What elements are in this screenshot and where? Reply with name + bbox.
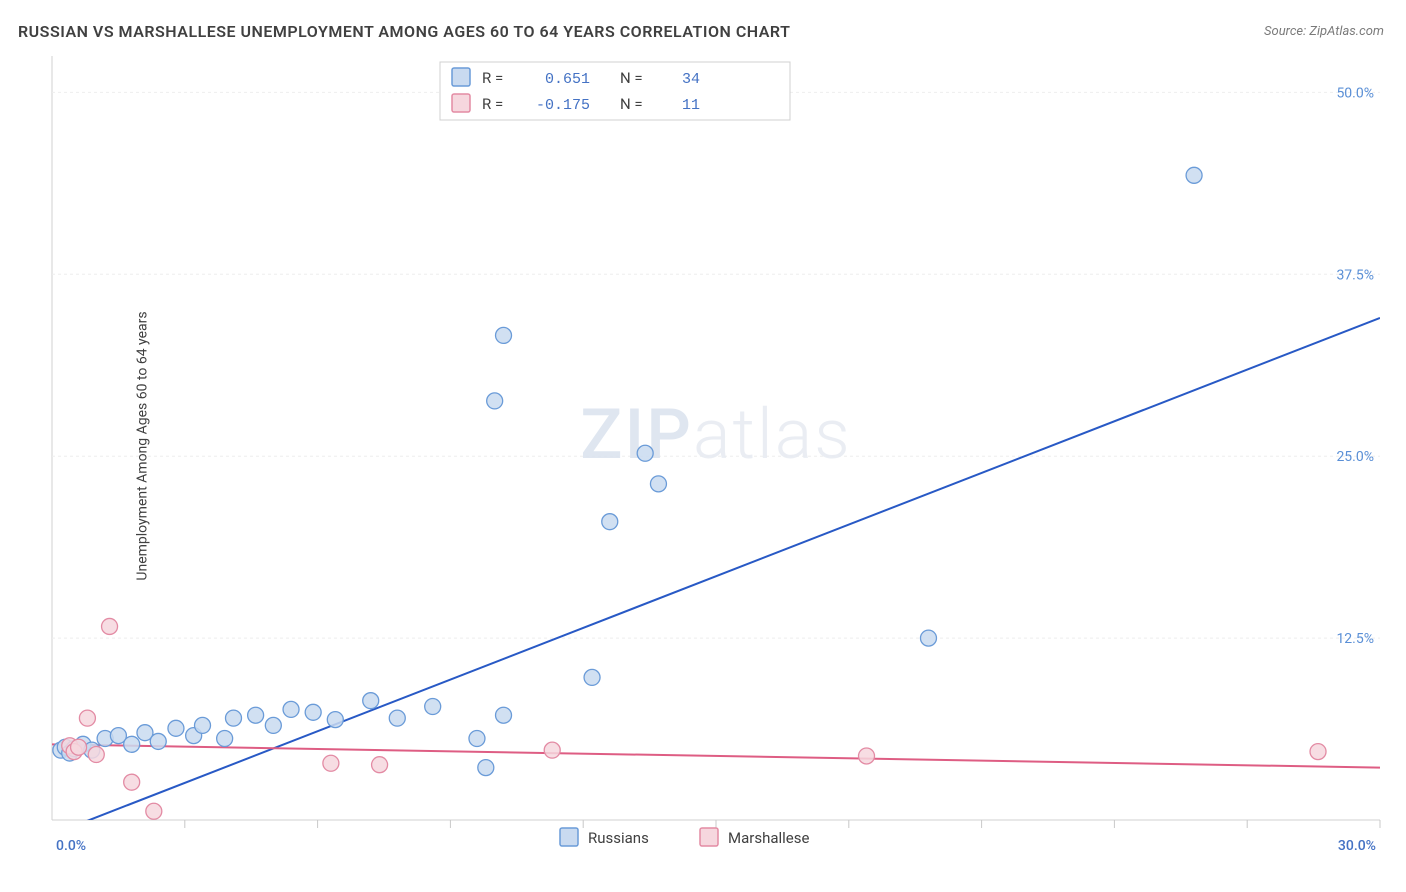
russians-point — [124, 736, 140, 752]
marshallese-point — [1310, 744, 1326, 760]
legend-n-value: 34 — [682, 71, 700, 88]
russians-point — [305, 704, 321, 720]
marshallese-point — [79, 710, 95, 726]
marshallese-point — [372, 757, 388, 773]
marshallese-point — [124, 774, 140, 790]
legend-swatch — [452, 94, 470, 112]
legend-r-label: R = — [482, 69, 503, 87]
russians-point — [920, 630, 936, 646]
legend-series-label: Marshallese — [728, 829, 809, 847]
russians-point — [283, 701, 299, 717]
russians-point — [248, 707, 264, 723]
russians-point — [265, 717, 281, 733]
russians-point — [363, 693, 379, 709]
marshallese-point — [323, 755, 339, 771]
y-tick-label: 12.5% — [1336, 631, 1374, 647]
russians-point — [195, 717, 211, 733]
marshallese-trendline — [52, 744, 1380, 767]
legend-r-value: 0.651 — [545, 71, 590, 88]
russians-point — [496, 707, 512, 723]
legend-n-label: N = — [620, 95, 643, 113]
russians-point — [602, 514, 618, 530]
y-tick-label: 37.5% — [1336, 267, 1374, 283]
y-tick-label: 25.0% — [1336, 449, 1374, 465]
russians-point — [650, 476, 666, 492]
marshallese-point — [544, 742, 560, 758]
marshallese-point — [71, 739, 87, 755]
x-min-label: 0.0% — [56, 838, 86, 854]
correlation-chart: 12.5% 25.0% 37.5% 50.0% ZIPatlas 0.0% 30.0% R =… — [0, 0, 1406, 892]
russians-point — [584, 669, 600, 685]
russians-point — [637, 445, 653, 461]
legend-swatch — [700, 828, 718, 846]
russians-point — [225, 710, 241, 726]
x-max-label: 30.0% — [1338, 838, 1376, 854]
marshallese-point — [102, 618, 118, 634]
russians-point — [496, 327, 512, 343]
legend-n-value: 11 — [682, 97, 700, 114]
russians-point — [469, 731, 485, 747]
legend-r-label: R = — [482, 95, 503, 113]
russians-point — [487, 393, 503, 409]
marshallese-point — [146, 803, 162, 819]
russians-point — [1186, 167, 1202, 183]
russians-point — [150, 733, 166, 749]
russians-point — [389, 710, 405, 726]
russians-point — [425, 698, 441, 714]
marshallese-point — [859, 748, 875, 764]
legend-r-value: -0.175 — [536, 97, 590, 114]
watermark: ZIPatlas — [580, 394, 852, 476]
russians-point — [327, 712, 343, 728]
legend-swatch — [560, 828, 578, 846]
russians-point — [478, 760, 494, 776]
legend-swatch — [452, 68, 470, 86]
legend-series-label: Russians — [588, 829, 649, 847]
russians-point — [217, 731, 233, 747]
legend-n-label: N = — [620, 69, 643, 87]
y-tick-label: 50.0% — [1336, 85, 1374, 101]
marshallese-point — [88, 747, 104, 763]
russians-point — [168, 720, 184, 736]
